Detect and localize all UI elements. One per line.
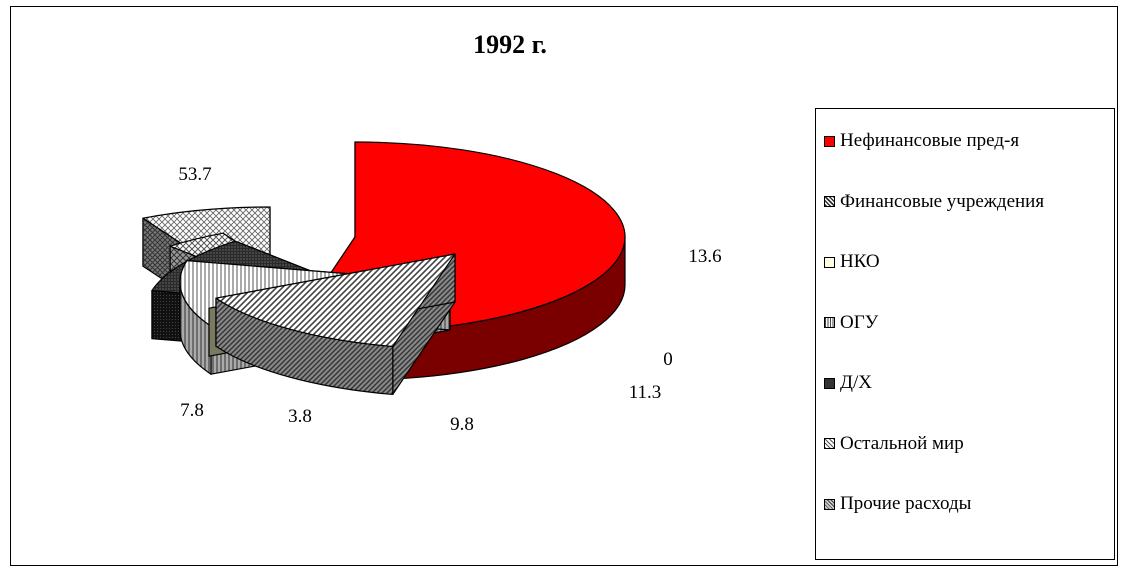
chart-title: 1992 г.: [473, 30, 547, 59]
legend-swatch-icon: [824, 438, 835, 449]
legend-item-ostalnoy-mir: Остальной мир: [824, 432, 964, 456]
data-label-finansovye: 13.6: [688, 246, 721, 267]
legend-swatch-icon: [824, 256, 835, 268]
data-label-nko: 0: [663, 349, 673, 370]
legend-label: Финансовые учреждения: [840, 190, 1045, 212]
legend-label: Остальной мир: [840, 432, 964, 454]
legend-swatch-icon: [824, 377, 835, 389]
legend-item-nko: НКО: [824, 250, 880, 274]
legend-item-prochie: Прочие расходы: [824, 492, 971, 516]
legend-swatch-icon: [824, 498, 835, 510]
data-label-ostalnoy-mir: 3.8: [288, 406, 312, 427]
pie-slice-finansovye: [215, 253, 456, 396]
legend-swatch-icon: [824, 317, 835, 328]
data-label-dh: 9.8: [450, 414, 474, 435]
legend-label: ОГУ: [840, 311, 879, 333]
legend-swatch-icon: [824, 135, 835, 147]
legend-label: Нефинансовые пред-я: [840, 130, 1020, 151]
legend-label: Д/Х: [840, 372, 872, 393]
data-label-prochie: 7.8: [180, 400, 204, 421]
legend: Нефинансовые пред-я Финансовые учреждения…: [815, 108, 1115, 560]
legend-item-finansovye: Финансовые учреждения: [824, 190, 1044, 214]
legend-label: НКО: [840, 251, 880, 272]
data-label-nefinansovye: 53.7: [178, 164, 211, 185]
legend-item-nefinansovye: Нефинансовые пред-я: [824, 129, 1019, 153]
legend-item-dh: Д/Х: [824, 371, 872, 395]
legend-swatch-icon: [824, 196, 835, 207]
data-label-ogu: 11.3: [629, 382, 662, 403]
legend-label: Прочие расходы: [840, 493, 972, 514]
legend-item-ogu: ОГУ: [824, 311, 878, 335]
